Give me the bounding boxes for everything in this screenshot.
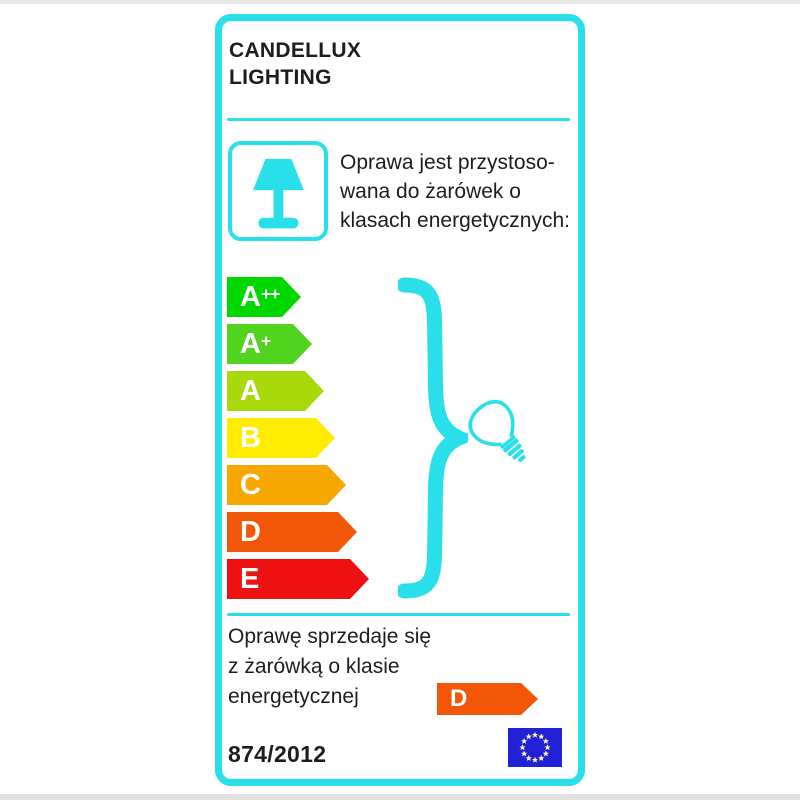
lamp-icon-box <box>228 141 328 241</box>
divider-bottom <box>227 613 570 616</box>
energy-class-arrow-b: B <box>227 418 335 458</box>
intro-text: Oprawa jest przystoso- wana do żarówek o… <box>340 148 585 235</box>
sold-note-line-1: Oprawę sprzedaje się <box>228 625 432 648</box>
brand-name: CANDELLUX LIGHTING <box>229 37 361 91</box>
divider-top <box>227 118 570 121</box>
energy-arrows: A++ A+ A B C D E <box>227 277 369 599</box>
eu-flag-icon <box>508 728 562 767</box>
intro-line-1: Oprawa jest przystoso- <box>340 151 555 174</box>
sold-note-line-3: energetycznej <box>228 685 359 708</box>
page-bottom-edge <box>0 794 800 800</box>
sold-note-line-2: z żarówką o klasie <box>228 655 400 678</box>
sold-with-class-label: D <box>450 685 468 712</box>
light-bulb-outline-icon <box>468 399 526 462</box>
page-top-edge <box>0 0 800 4</box>
regulation-number: 874/2012 <box>228 741 327 767</box>
energy-class-label: A <box>240 374 261 407</box>
energy-class-arrow-d: D <box>227 512 357 552</box>
energy-class-arrow-a: A <box>227 371 324 411</box>
table-lamp-icon <box>253 158 304 229</box>
energy-class-arrow-aplus: A+ <box>227 324 312 364</box>
energy-label: CANDELLUX LIGHTING Oprawa jest przystoso… <box>215 14 585 786</box>
energy-class-label: B <box>240 421 261 454</box>
curly-brace-right-icon <box>398 277 468 599</box>
energy-class-label: A+ <box>240 327 271 360</box>
intro-line-3: klasach energetycznych: <box>340 209 570 232</box>
energy-class-arrow-e: E <box>227 559 369 599</box>
brand-line-1: CANDELLUX <box>229 39 362 62</box>
energy-class-arrow-c: C <box>227 465 346 505</box>
energy-class-label: D <box>240 515 261 548</box>
energy-class-label: C <box>240 468 261 501</box>
energy-class-arrow-aplusplus: A++ <box>227 277 301 317</box>
intro-line-2: wana do żarówek o <box>340 180 521 203</box>
energy-class-label: A++ <box>240 280 280 313</box>
energy-class-label: E <box>240 562 260 595</box>
sold-with-arrow: D <box>437 683 538 715</box>
brand-line-2: LIGHTING <box>229 66 332 89</box>
sold-note-text: Oprawę sprzedaje się z żarówką o klasie … <box>228 622 488 712</box>
